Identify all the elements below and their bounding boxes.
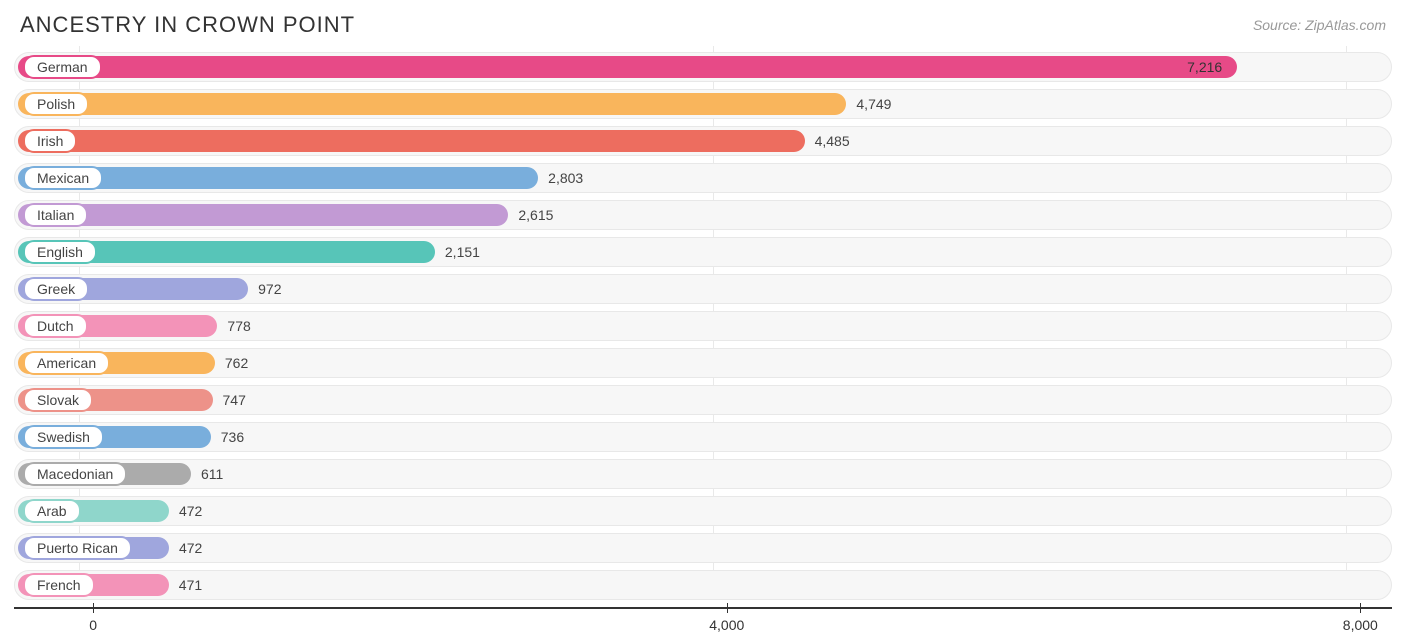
bar-label: Arab — [23, 499, 81, 523]
bar-row: French 471 — [14, 570, 1392, 600]
bar-value: 778 — [227, 318, 250, 334]
bar-value: 972 — [258, 281, 281, 297]
bar-fill — [18, 93, 846, 115]
bar-value: 611 — [201, 466, 223, 482]
bar-row: Puerto Rican 472 — [14, 533, 1392, 563]
chart-title: ANCESTRY IN CROWN POINT — [20, 12, 355, 38]
bar-value: 4,485 — [815, 133, 850, 149]
bar-value: 472 — [179, 540, 202, 556]
bar-label: Irish — [23, 129, 77, 153]
chart-header: ANCESTRY IN CROWN POINT Source: ZipAtlas… — [0, 0, 1406, 46]
bar-label: Puerto Rican — [23, 536, 132, 560]
bar-row: Dutch 778 — [14, 311, 1392, 341]
bar-value: 472 — [179, 503, 202, 519]
bar-row: Greek 972 — [14, 274, 1392, 304]
bar-label: American — [23, 351, 110, 375]
bar-label: German — [23, 55, 102, 79]
bar-value: 762 — [225, 355, 248, 371]
axis-tick — [93, 603, 94, 613]
bar-label: Dutch — [23, 314, 88, 338]
axis-tick — [727, 603, 728, 613]
chart-area: German 7,216 Polish 4,749 Irish 4,485 Mexican 2… — [0, 46, 1406, 600]
x-axis: 0 4,000 8,000 — [14, 607, 1392, 637]
bar-row: English 2,151 — [14, 237, 1392, 267]
bar-value: 2,151 — [445, 244, 480, 260]
bar-row: Italian 2,615 — [14, 200, 1392, 230]
bar-row: Polish 4,749 — [14, 89, 1392, 119]
bar-label: Greek — [23, 277, 89, 301]
bar-value: 4,749 — [856, 96, 891, 112]
bar-row: American 762 — [14, 348, 1392, 378]
axis-label: 0 — [89, 617, 97, 633]
bar-label: French — [23, 573, 95, 597]
bar-value: 2,803 — [548, 170, 583, 186]
bar-value: 7,216 — [1187, 59, 1222, 75]
bar-row: Mexican 2,803 — [14, 163, 1392, 193]
bar-row: German 7,216 — [14, 52, 1392, 82]
bar-label: Italian — [23, 203, 88, 227]
bar-label: Swedish — [23, 425, 104, 449]
axis-label: 8,000 — [1343, 617, 1378, 633]
bar-value: 2,615 — [518, 207, 553, 223]
bar-row: Irish 4,485 — [14, 126, 1392, 156]
bar-value: 747 — [223, 392, 246, 408]
bar-label: English — [23, 240, 97, 264]
bar-value: 736 — [221, 429, 244, 445]
bar-fill — [18, 56, 1237, 78]
bar-label: Slovak — [23, 388, 93, 412]
axis-tick — [1360, 603, 1361, 613]
chart-source: Source: ZipAtlas.com — [1253, 17, 1386, 33]
bar-label: Polish — [23, 92, 89, 116]
axis-label: 4,000 — [709, 617, 744, 633]
bar-value: 471 — [179, 577, 202, 593]
bar-row: Swedish 736 — [14, 422, 1392, 452]
bar-label: Mexican — [23, 166, 103, 190]
bar-fill — [18, 130, 805, 152]
bar-label: Macedonian — [23, 462, 127, 486]
bar-row: Slovak 747 — [14, 385, 1392, 415]
bar-row: Arab 472 — [14, 496, 1392, 526]
bar-row: Macedonian 611 — [14, 459, 1392, 489]
bar-fill — [18, 204, 508, 226]
